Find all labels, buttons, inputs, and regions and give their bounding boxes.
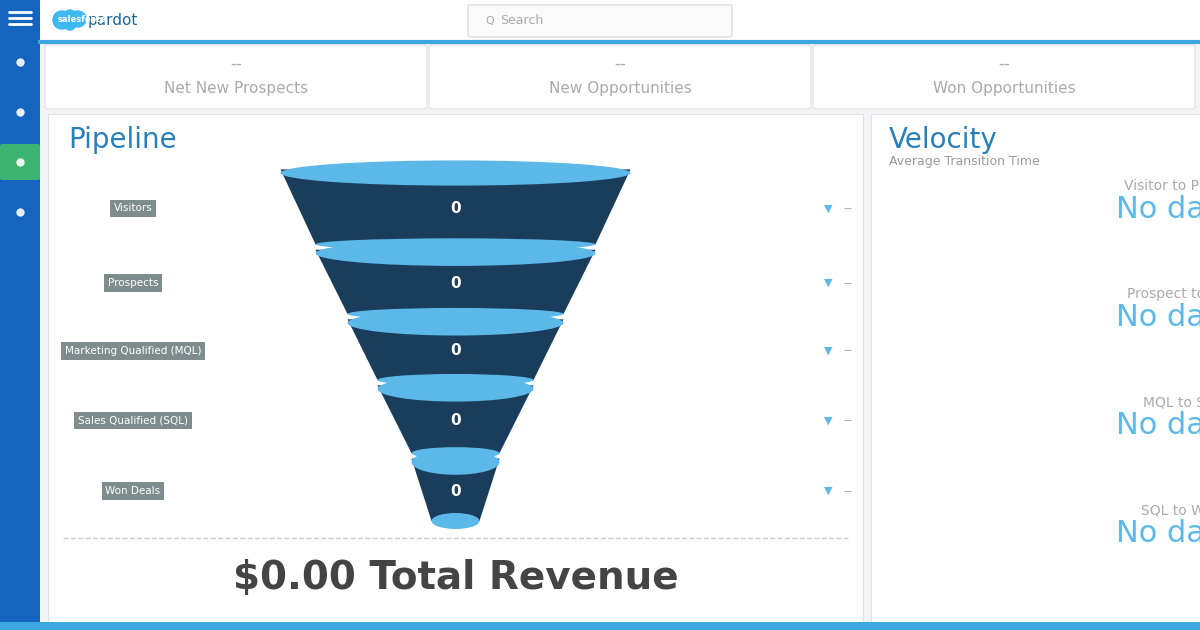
Text: Velocity: Velocity	[889, 126, 997, 154]
Text: --: --	[844, 345, 852, 357]
Text: ▼: ▼	[823, 346, 833, 356]
Text: Visitor to Pr: Visitor to Pr	[1124, 179, 1200, 193]
Text: No da: No da	[1116, 520, 1200, 549]
Ellipse shape	[378, 376, 534, 401]
Text: Prospects: Prospects	[108, 278, 158, 288]
Ellipse shape	[348, 308, 564, 320]
Text: $0.00 Total Revenue: $0.00 Total Revenue	[233, 559, 678, 597]
Polygon shape	[281, 169, 630, 244]
FancyBboxPatch shape	[814, 45, 1195, 109]
Text: pardot: pardot	[88, 13, 138, 28]
Polygon shape	[348, 319, 564, 380]
Text: --: --	[230, 55, 242, 73]
FancyBboxPatch shape	[40, 0, 1200, 42]
Text: --: --	[998, 55, 1010, 73]
Ellipse shape	[412, 447, 499, 459]
FancyBboxPatch shape	[871, 114, 1200, 626]
FancyBboxPatch shape	[0, 0, 40, 630]
Text: MQL to S: MQL to S	[1142, 395, 1200, 409]
Ellipse shape	[281, 161, 630, 186]
Text: 0: 0	[450, 413, 461, 428]
Circle shape	[53, 11, 71, 29]
Text: New Opportunities: New Opportunities	[548, 81, 691, 96]
FancyBboxPatch shape	[430, 45, 811, 109]
Text: 0: 0	[450, 343, 461, 358]
Text: Net New Prospects: Net New Prospects	[164, 81, 308, 96]
Text: Marketing Qualified (MQL): Marketing Qualified (MQL)	[65, 346, 202, 356]
FancyBboxPatch shape	[0, 144, 40, 180]
Circle shape	[64, 10, 77, 24]
Text: ▼: ▼	[823, 416, 833, 426]
Text: --: --	[614, 55, 626, 73]
FancyBboxPatch shape	[48, 114, 863, 626]
FancyBboxPatch shape	[468, 5, 732, 37]
Text: ▼: ▼	[823, 278, 833, 288]
Ellipse shape	[432, 513, 480, 529]
Text: No da: No da	[1116, 195, 1200, 224]
Text: ▼: ▼	[823, 486, 833, 496]
Text: SQL to W: SQL to W	[1141, 503, 1200, 517]
Text: --: --	[844, 202, 852, 215]
Ellipse shape	[316, 241, 595, 266]
Polygon shape	[316, 249, 595, 314]
Text: No da: No da	[1116, 411, 1200, 440]
FancyBboxPatch shape	[0, 622, 1200, 630]
Text: --: --	[844, 414, 852, 427]
Text: Q: Q	[485, 16, 493, 26]
FancyBboxPatch shape	[46, 45, 427, 109]
Text: Won Deals: Won Deals	[106, 486, 161, 496]
Ellipse shape	[412, 450, 499, 475]
Text: 0: 0	[450, 275, 461, 290]
Text: --: --	[844, 484, 852, 498]
Text: Won Opportunities: Won Opportunities	[932, 81, 1075, 96]
Circle shape	[64, 18, 76, 30]
Polygon shape	[378, 386, 534, 453]
Text: salesforce: salesforce	[58, 14, 107, 23]
Text: 0: 0	[450, 201, 461, 216]
Text: Search: Search	[500, 14, 544, 28]
Text: No da: No da	[1116, 304, 1200, 333]
Text: ▼: ▼	[823, 203, 833, 214]
Circle shape	[70, 11, 86, 27]
Polygon shape	[412, 459, 499, 521]
Text: Pipeline: Pipeline	[68, 126, 176, 154]
Text: 0: 0	[450, 484, 461, 498]
Text: --: --	[844, 277, 852, 290]
Ellipse shape	[316, 238, 595, 250]
Text: Average Transition Time: Average Transition Time	[889, 156, 1039, 168]
Ellipse shape	[378, 374, 534, 386]
Text: Sales Qualified (SQL): Sales Qualified (SQL)	[78, 416, 188, 426]
Text: Prospect to: Prospect to	[1127, 287, 1200, 301]
Text: Visitors: Visitors	[114, 203, 152, 214]
Ellipse shape	[348, 311, 564, 336]
